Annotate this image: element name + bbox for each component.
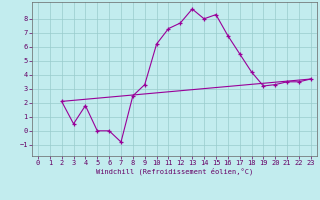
X-axis label: Windchill (Refroidissement éolien,°C): Windchill (Refroidissement éolien,°C) [96,168,253,175]
